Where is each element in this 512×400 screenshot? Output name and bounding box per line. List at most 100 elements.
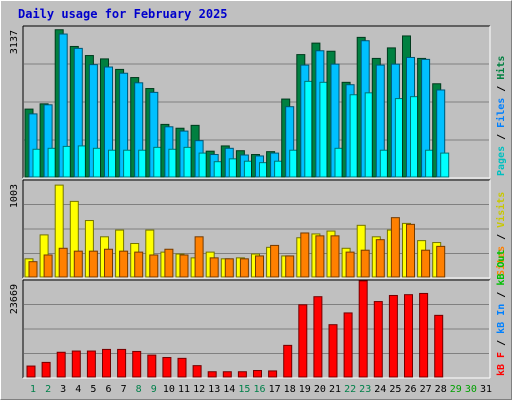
bar-middle-sites bbox=[164, 248, 174, 278]
legend-entry: Files bbox=[495, 98, 507, 128]
bar-middle-sites bbox=[270, 244, 280, 278]
legend-entry: / bbox=[496, 286, 507, 304]
bar-bottom-kb-f bbox=[117, 348, 127, 378]
bar-bottom-kb-f bbox=[268, 370, 278, 378]
day-label: 27 bbox=[420, 384, 432, 395]
day-label: 11 bbox=[178, 384, 190, 395]
bar-bottom-kb-f bbox=[132, 350, 142, 378]
day-label: 20 bbox=[314, 384, 326, 395]
legend-middle: Sites / Visits bbox=[495, 192, 507, 276]
bar-bottom-kb-f bbox=[147, 354, 157, 378]
bar-middle-sites bbox=[149, 254, 159, 278]
bar-top-pages bbox=[440, 152, 450, 178]
day-label: 7 bbox=[121, 384, 127, 395]
bar-bottom-kb-f bbox=[313, 296, 323, 378]
day-label: 21 bbox=[329, 384, 341, 395]
bar-bottom-kb-f bbox=[328, 324, 338, 378]
day-label: 14 bbox=[223, 384, 235, 395]
bar-middle-sites bbox=[58, 247, 68, 278]
bar-middle-sites bbox=[315, 235, 325, 278]
bar-bottom-kb-f bbox=[26, 365, 36, 378]
legend-entry: Visits bbox=[495, 192, 507, 228]
max-label-bottom: 23669 bbox=[9, 284, 20, 314]
bar-middle-sites bbox=[73, 250, 83, 278]
day-label: 22 bbox=[344, 384, 356, 395]
legend-entry: Pages bbox=[496, 146, 507, 176]
bar-middle-sites bbox=[375, 239, 385, 278]
bar-bottom-kb-f bbox=[177, 357, 187, 378]
bar-bottom-kb-f bbox=[56, 351, 66, 378]
day-label: 9 bbox=[151, 384, 157, 395]
bar-middle-sites bbox=[104, 248, 113, 278]
bar-bottom-kb-f bbox=[404, 294, 413, 378]
bar-middle-sites bbox=[209, 257, 219, 278]
day-label: 25 bbox=[389, 384, 401, 395]
chart-title: Daily usage for February 2025 bbox=[18, 7, 228, 21]
day-label: 17 bbox=[269, 384, 281, 395]
bar-bottom-kb-f bbox=[343, 312, 353, 378]
bar-middle-sites bbox=[436, 245, 446, 278]
day-label: 3 bbox=[60, 384, 66, 395]
bar-middle-sites bbox=[224, 258, 234, 278]
day-label: 12 bbox=[193, 384, 205, 395]
legend-top: Pages / Files / Hits bbox=[495, 56, 507, 176]
bar-bottom-kb-f bbox=[71, 350, 81, 378]
bar-middle-sites bbox=[285, 255, 295, 278]
bar-middle-sites bbox=[300, 232, 310, 278]
bar-middle-sites bbox=[255, 255, 264, 278]
day-label: 19 bbox=[299, 384, 311, 395]
legend-entry: Sites bbox=[495, 246, 507, 276]
legend-entry: kB Out bbox=[496, 250, 507, 286]
day-label: 24 bbox=[374, 384, 386, 395]
legend-entry: / bbox=[496, 128, 507, 146]
bar-bottom-kb-f bbox=[207, 371, 217, 378]
day-label: 15 bbox=[238, 384, 250, 395]
bar-bottom-kb-f bbox=[86, 350, 96, 378]
bar-middle-sites bbox=[345, 251, 355, 278]
bar-bottom-kb-f bbox=[283, 344, 293, 378]
bar-middle-sites bbox=[28, 261, 38, 278]
bar-bottom-kb-f bbox=[388, 294, 398, 378]
legend-entry: / bbox=[496, 228, 507, 246]
bar-middle-sites bbox=[239, 258, 249, 278]
bar-middle-sites bbox=[88, 250, 98, 278]
legend-bottom: kB F / kB In / kB Out bbox=[496, 250, 507, 376]
day-label: 13 bbox=[208, 384, 220, 395]
bar-bottom-kb-f bbox=[373, 301, 383, 378]
legend-entry: / bbox=[496, 80, 507, 98]
bar-bottom-kb-f bbox=[41, 361, 51, 378]
day-label: 31 bbox=[480, 384, 492, 395]
legend-entry: / bbox=[496, 334, 507, 352]
bar-bottom-kb-f bbox=[419, 292, 429, 378]
bar-bottom-kb-f bbox=[358, 280, 368, 378]
day-label: 4 bbox=[75, 384, 81, 395]
day-label: 23 bbox=[359, 384, 371, 395]
bar-bottom-kb-f bbox=[237, 371, 247, 378]
bar-middle-sites bbox=[360, 249, 370, 278]
bar-bottom-kb-f bbox=[298, 304, 308, 378]
bar-middle-sites bbox=[119, 250, 129, 278]
bar-bottom-kb-f bbox=[434, 314, 444, 378]
bar-middle-sites bbox=[406, 223, 415, 278]
bar-middle-sites bbox=[330, 235, 340, 278]
bar-bottom-kb-f bbox=[102, 348, 111, 378]
bar-bottom-kb-f bbox=[162, 357, 172, 378]
day-label: 8 bbox=[136, 384, 142, 395]
bar-middle-sites bbox=[194, 236, 204, 278]
bar-middle-sites bbox=[390, 217, 400, 278]
bar-bottom-kb-f bbox=[222, 371, 232, 378]
day-label: 30 bbox=[465, 384, 477, 395]
legend-entry: kB In bbox=[496, 304, 507, 334]
day-label: 2 bbox=[45, 384, 51, 395]
day-label: 29 bbox=[450, 384, 462, 395]
day-label: 26 bbox=[404, 384, 416, 395]
bar-middle-sites bbox=[43, 254, 53, 278]
day-label: 1 bbox=[30, 384, 36, 395]
legend-entry: Hits bbox=[495, 56, 507, 80]
bar-bottom-kb-f bbox=[253, 370, 262, 378]
bar-middle-sites bbox=[421, 249, 431, 278]
legend-entry: kB F bbox=[496, 352, 507, 376]
bar-middle-sites bbox=[179, 254, 189, 278]
day-label: 16 bbox=[253, 384, 265, 395]
